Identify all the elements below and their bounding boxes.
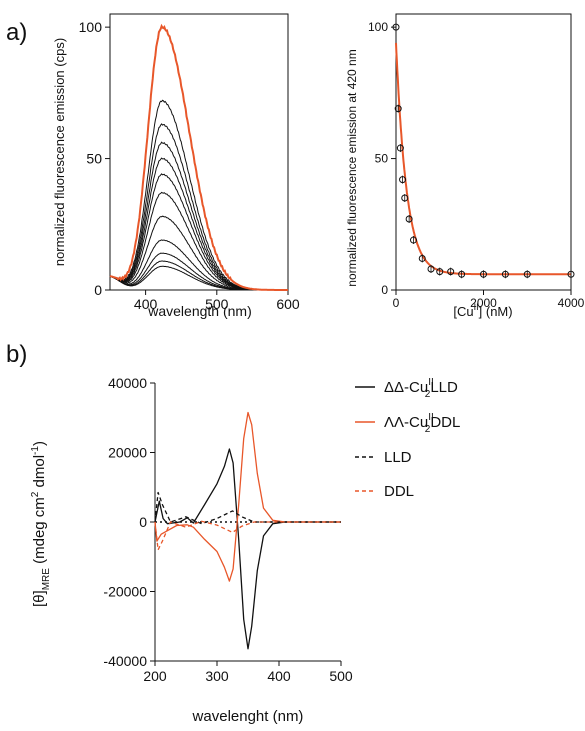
data-point bbox=[410, 236, 417, 244]
y-tick-label: -20000 bbox=[103, 584, 147, 600]
data-point bbox=[392, 23, 400, 31]
data-point bbox=[396, 144, 404, 152]
chart-a-left: wavelength (nm) normalized fluorescence … bbox=[52, 13, 300, 319]
cd-series-line bbox=[154, 411, 341, 582]
y-tick-label: 50 bbox=[86, 151, 102, 167]
cd-series-line bbox=[154, 520, 341, 551]
y-tick-label: 0 bbox=[94, 282, 102, 298]
cd-series-line bbox=[154, 491, 341, 525]
x-tick-label: 400 bbox=[267, 668, 291, 684]
data-point bbox=[401, 194, 409, 202]
chart-b: wavelenght (nm) [θ]MRE (mdeg cm2 dmol-1)… bbox=[30, 375, 460, 725]
legend-label: LLD bbox=[384, 449, 412, 466]
chart-a-right: [CuII] (nM) normalized fluorescence emis… bbox=[345, 13, 585, 319]
data-point bbox=[480, 270, 487, 278]
data-point bbox=[567, 270, 575, 278]
x-tick-label: 600 bbox=[276, 296, 300, 312]
data-point bbox=[405, 215, 413, 223]
x-tick-label: 2000 bbox=[470, 296, 497, 310]
data-point bbox=[427, 265, 435, 273]
panel-a-label: a) bbox=[6, 19, 27, 46]
b-ylabel: [θ]MRE (mdeg cm2 dmol-1) bbox=[30, 441, 52, 607]
panel-b-label: b) bbox=[6, 341, 27, 368]
x-tick-label: 200 bbox=[143, 668, 167, 684]
legend-label: ΔΔ-CuII 2LLD bbox=[384, 377, 458, 400]
y-tick-label: 0 bbox=[139, 514, 147, 530]
x-tick-label: 0 bbox=[393, 296, 400, 310]
data-point bbox=[458, 270, 466, 278]
x-tick-label: 400 bbox=[134, 296, 158, 312]
plot-frame bbox=[395, 13, 572, 291]
a-right-xlabel: [CuII] (nM) bbox=[453, 302, 512, 319]
y-tick-label: 0 bbox=[381, 283, 388, 297]
data-point bbox=[447, 268, 455, 276]
data-point bbox=[436, 268, 444, 276]
cd-series-line bbox=[154, 448, 341, 650]
x-tick-label: 4000 bbox=[558, 296, 585, 310]
data-point bbox=[394, 105, 402, 113]
y-tick-label: 50 bbox=[375, 152, 389, 166]
spectrum-line bbox=[109, 23, 288, 291]
y-tick-label: 20000 bbox=[108, 445, 147, 461]
a-left-ylabel: normalized fluorescence emission (cps) bbox=[52, 38, 67, 266]
a-left-xlabel: wavelength (nm) bbox=[147, 303, 252, 319]
x-tick-label: 300 bbox=[205, 668, 229, 684]
plot-frame bbox=[109, 13, 289, 291]
data-point bbox=[523, 270, 531, 278]
data-point bbox=[501, 270, 509, 278]
b-xlabel: wavelenght (nm) bbox=[192, 708, 304, 725]
data-point bbox=[418, 254, 426, 262]
legend-label: ΛΛ-CuII 2DDL bbox=[384, 412, 460, 435]
legend: ΔΔ-CuII 2LLD ΛΛ-CuII 2DDL LLD DDL bbox=[355, 377, 460, 500]
y-tick-label: -40000 bbox=[103, 653, 147, 669]
x-tick-label: 500 bbox=[329, 668, 353, 684]
y-tick-label: 100 bbox=[79, 19, 103, 35]
y-tick-label: 100 bbox=[368, 20, 388, 34]
legend-label: DDL bbox=[384, 483, 414, 500]
x-tick-label: 500 bbox=[205, 296, 229, 312]
data-point bbox=[399, 176, 407, 184]
a-right-ylabel: normalized fluorescence emission at 420 … bbox=[345, 49, 359, 286]
y-tick-label: 40000 bbox=[108, 375, 147, 391]
fit-curve bbox=[395, 42, 571, 276]
